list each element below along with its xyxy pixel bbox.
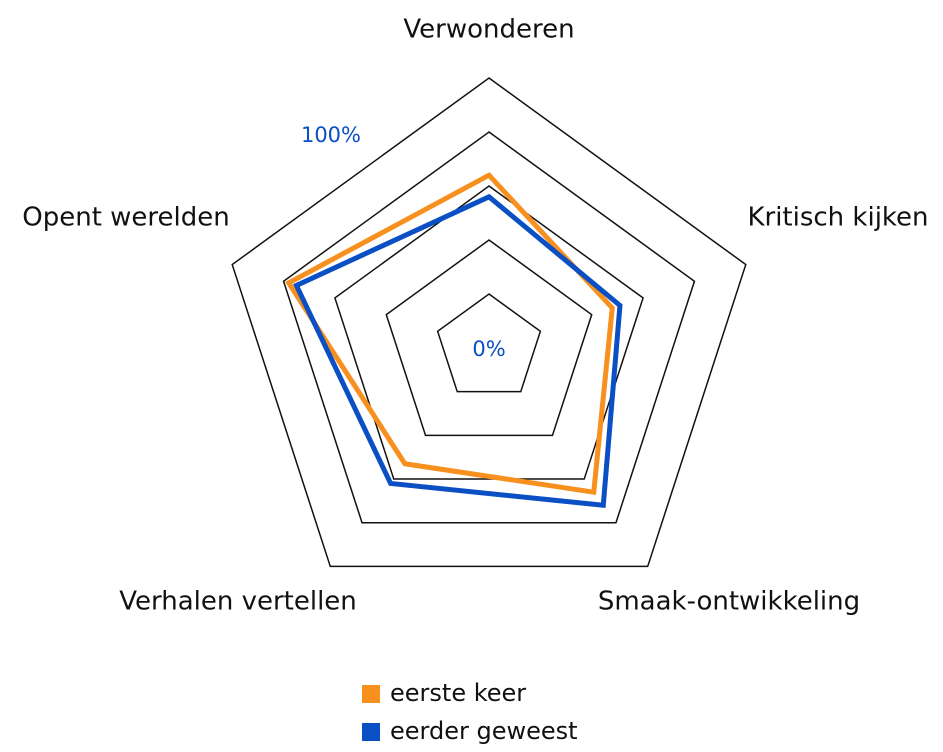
series-line xyxy=(285,172,615,496)
series-line xyxy=(293,193,623,509)
grid-ring xyxy=(334,185,644,480)
legend-swatch xyxy=(362,685,380,703)
legend-label: eerder geweest xyxy=(390,717,578,745)
legend-swatch xyxy=(362,723,380,741)
axis-label: Verwonderen xyxy=(403,15,574,45)
axis-label: Smaak-ontwikkeling xyxy=(598,587,860,617)
axis-label: Kritisch kijken xyxy=(747,203,928,233)
axis-label: Verhalen vertellen xyxy=(119,587,357,617)
grid-ring xyxy=(282,131,696,524)
grid-ring xyxy=(231,77,747,568)
axis-label: Opent werelden xyxy=(22,203,229,233)
grid-ring xyxy=(436,293,542,393)
legend-label: eerste keer xyxy=(390,679,526,707)
r-tick-label: 100% xyxy=(301,123,361,147)
r-tick-label: 0% xyxy=(472,337,505,361)
grid-ring xyxy=(385,239,593,437)
